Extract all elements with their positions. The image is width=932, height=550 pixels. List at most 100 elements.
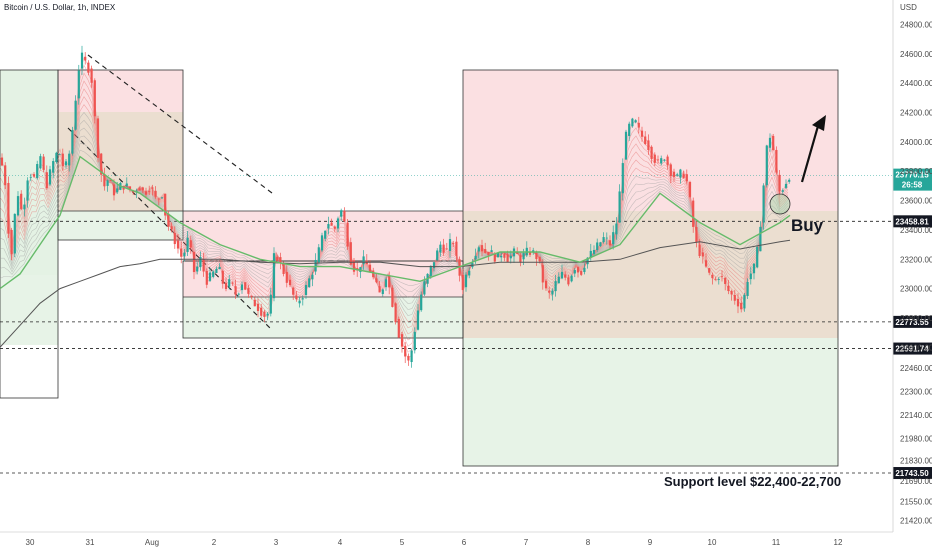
candle-body [340, 210, 343, 217]
candle-body [448, 239, 452, 251]
candle-body [381, 289, 384, 295]
candle-body [16, 196, 20, 216]
y-axis[interactable]: USD 24800.00 24600.00 24400.00 24200.00 24000… [892, 0, 932, 532]
candle-body [672, 171, 676, 177]
candle [624, 129, 628, 160]
y-tick-label-3: 24400.00 [900, 79, 932, 88]
candle [468, 267, 471, 279]
candle [704, 253, 708, 268]
candle [90, 65, 93, 88]
x-tick-label-13: 11 [772, 538, 781, 547]
candle [234, 279, 237, 299]
candle [208, 267, 212, 282]
candle-body [439, 244, 442, 253]
x-tick-label-9: 7 [524, 538, 529, 547]
candle [400, 331, 404, 353]
candle [708, 267, 711, 276]
candle [416, 304, 420, 331]
candle-body [32, 174, 36, 177]
candle [84, 52, 87, 65]
candle-body [432, 262, 436, 269]
up-arrow-shaft [800, 125, 820, 183]
candle-body [144, 191, 148, 195]
price-level-label-2: 22773.55 [895, 318, 929, 327]
candle [772, 133, 775, 151]
candle [618, 184, 621, 223]
candle [154, 186, 157, 199]
zone-border-4 [462, 69, 839, 467]
candle [448, 233, 452, 258]
candle [55, 151, 58, 164]
candle [237, 292, 240, 298]
candle-body [7, 182, 10, 234]
candle [672, 168, 676, 182]
candle [685, 169, 688, 185]
candle [61, 148, 64, 171]
candle-body [583, 267, 586, 273]
y-tick-label-13: 22460.00 [900, 364, 932, 373]
zone-red-right [463, 70, 838, 211]
x-axis[interactable]: 30 31 Aug 2 3 4 5 6 7 8 9 10 11 12 [0, 531, 893, 547]
candle [10, 227, 13, 260]
candle-body [231, 282, 234, 284]
candle [26, 177, 29, 208]
candle [272, 247, 276, 302]
candle-body [724, 277, 727, 285]
zones-layer [0, 69, 839, 467]
candle-body [618, 191, 621, 223]
candle-body [698, 244, 701, 256]
candle-body [532, 250, 535, 252]
candle-body [71, 130, 74, 154]
candle-body [452, 243, 455, 245]
y-tick-label-1: 24800.00 [900, 21, 932, 30]
y-tick-label-15: 22140.00 [900, 411, 932, 420]
candle-body [535, 252, 538, 260]
candle [141, 186, 144, 194]
zone-tan-right [463, 211, 838, 338]
candle-body [484, 249, 487, 253]
candle [413, 327, 416, 354]
candle-body [116, 188, 119, 193]
price-level-label-1: 23458.81 [895, 217, 929, 226]
candle-body [112, 184, 116, 196]
price-levels-layer: 23458.81 22773.55 22591.74 21743.50 23770.15… [0, 168, 932, 480]
candle [599, 241, 602, 248]
candle [36, 160, 39, 180]
moving-average-1 [0, 239, 791, 348]
candle-body [596, 242, 599, 250]
candle-body [628, 123, 631, 137]
candle [176, 234, 180, 254]
candle-body [410, 350, 413, 363]
candle-body [557, 276, 560, 284]
candle-body [580, 271, 583, 275]
candle [285, 265, 288, 288]
candle [714, 276, 717, 281]
candle-body [637, 122, 640, 128]
candle [679, 168, 682, 184]
candle [260, 303, 263, 318]
candle [298, 296, 301, 308]
candle-body [160, 197, 164, 199]
candle-body [378, 286, 381, 293]
countdown-label: 26:58 [902, 181, 923, 190]
candle-body [292, 287, 295, 295]
buy-annotation: Buy [791, 216, 824, 235]
candle [557, 272, 560, 284]
candle [788, 178, 791, 184]
candle [698, 239, 701, 259]
candle [621, 158, 624, 201]
candle [4, 162, 7, 189]
up-arrow-head [812, 115, 826, 131]
candle [103, 167, 106, 191]
candle-body [701, 252, 704, 257]
candle [644, 131, 647, 146]
candle [717, 276, 720, 285]
candle [580, 270, 583, 277]
candle-body [749, 273, 752, 280]
candle [279, 252, 282, 270]
candle-body [189, 240, 192, 248]
candle [762, 183, 765, 230]
chart-title: Bitcoin / U.S. Dollar, 1h, INDEX [4, 3, 116, 12]
candle [727, 279, 730, 295]
